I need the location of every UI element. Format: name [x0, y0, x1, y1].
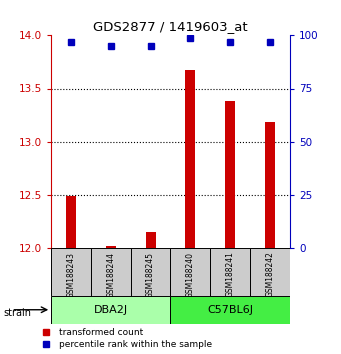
Text: GSM188241: GSM188241	[226, 252, 235, 297]
Text: strain: strain	[3, 308, 31, 318]
Bar	[91, 248, 131, 296]
Text: GSM188244: GSM188244	[106, 252, 115, 298]
Text: DBA2J: DBA2J	[94, 305, 128, 315]
Text: GSM188242: GSM188242	[265, 252, 275, 297]
Bar	[131, 248, 170, 296]
Text: GSM188245: GSM188245	[146, 252, 155, 298]
Bar	[186, 70, 195, 248]
Bar	[265, 122, 275, 248]
Bar	[210, 248, 250, 296]
Bar	[170, 248, 210, 296]
Text: GSM188240: GSM188240	[186, 252, 195, 298]
Legend: transformed count, percentile rank within the sample: transformed count, percentile rank withi…	[37, 329, 212, 349]
Title: GDS2877 / 1419603_at: GDS2877 / 1419603_at	[93, 20, 248, 33]
Bar	[146, 232, 155, 248]
Text: C57BL6J: C57BL6J	[207, 305, 253, 315]
Bar	[250, 248, 290, 296]
Bar	[225, 101, 235, 248]
Bar	[51, 248, 91, 296]
Bar	[170, 296, 290, 324]
Bar	[66, 196, 76, 248]
Bar	[51, 296, 170, 324]
Text: GSM188243: GSM188243	[66, 252, 76, 298]
Bar	[106, 246, 116, 248]
